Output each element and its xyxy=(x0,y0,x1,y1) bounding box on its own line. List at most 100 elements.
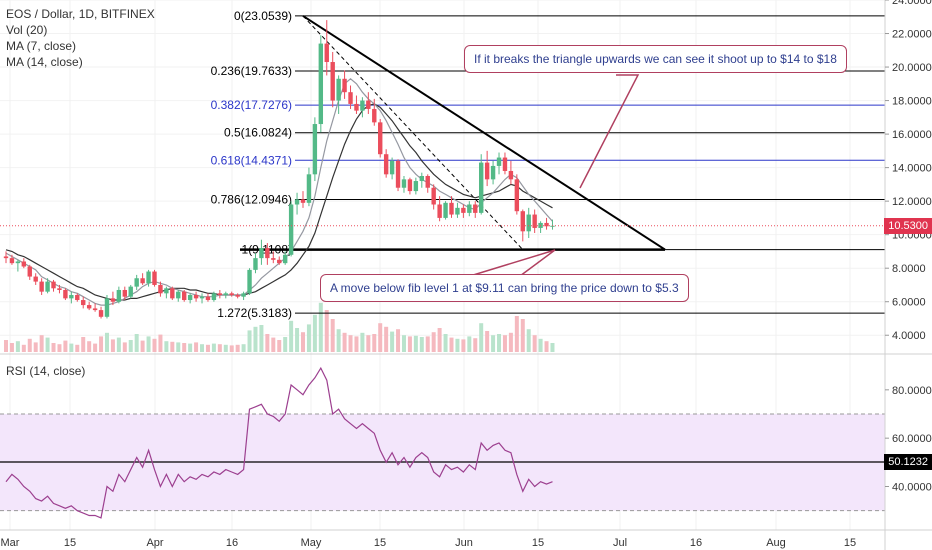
candle-body xyxy=(146,271,151,284)
volume-bar xyxy=(188,343,193,352)
candle-body xyxy=(514,179,520,212)
candle-body xyxy=(241,293,246,297)
volume-bar xyxy=(140,340,145,352)
candle-body xyxy=(176,291,181,299)
volume-bar xyxy=(81,337,86,352)
volume-bar xyxy=(4,340,8,352)
candle-body xyxy=(544,222,549,227)
rsi-legend: RSI (14, close) xyxy=(6,364,86,378)
volume-bar xyxy=(110,339,115,352)
candle-body xyxy=(199,296,205,299)
volume-bar xyxy=(431,332,436,352)
candle-body xyxy=(116,289,122,302)
volume-bar xyxy=(229,345,234,352)
volume-bar xyxy=(520,319,525,352)
candle-body xyxy=(413,181,419,192)
volume-bar xyxy=(211,343,216,352)
volume-bar xyxy=(449,337,454,352)
volume-bar xyxy=(467,336,472,352)
volume-bar xyxy=(152,338,157,352)
candle-body xyxy=(205,296,211,301)
candle-body xyxy=(235,295,240,297)
volume-bar xyxy=(182,343,187,352)
candle-body xyxy=(21,261,27,267)
callout-downside[interactable]: A move below fib level 1 at $9.11 can br… xyxy=(320,274,689,302)
volume-bar xyxy=(51,343,56,352)
chart-legend: EOS / Dollar, 1D, BITFINEX Vol (20) MA (… xyxy=(6,6,155,70)
candle-body xyxy=(98,310,104,317)
candle-body xyxy=(401,179,407,188)
volume-bar xyxy=(289,320,294,352)
candle-body xyxy=(330,62,335,101)
volume-bar xyxy=(508,332,513,352)
candle-body xyxy=(277,259,282,264)
volume-bar xyxy=(217,344,222,352)
candle-body xyxy=(247,269,252,294)
volume-bar xyxy=(366,335,371,352)
volume-bar xyxy=(200,344,205,352)
candle-body xyxy=(75,295,80,301)
candle-body xyxy=(104,298,110,317)
candle-body xyxy=(271,258,276,260)
candle-body xyxy=(490,165,496,180)
candle-body xyxy=(300,199,306,203)
candle-body xyxy=(496,157,502,166)
last-rsi-badge: 50.1232 xyxy=(884,454,932,471)
price-axis-label: 6.0000 xyxy=(892,297,926,309)
volume-bar xyxy=(301,332,305,352)
candle-body xyxy=(467,204,472,213)
fib-label: 1.272(5.3183) xyxy=(217,306,292,320)
callout-upside-pointer xyxy=(579,74,640,189)
time-axis-label: 15 xyxy=(844,537,856,549)
callout-upside[interactable]: If it breaks the triangle upwards we can… xyxy=(464,45,847,73)
volume-bar xyxy=(277,340,282,352)
volume-bar xyxy=(158,334,163,352)
candle-body xyxy=(140,278,145,284)
time-axis-label: 16 xyxy=(690,537,702,549)
candle-body xyxy=(449,202,454,215)
candle-body xyxy=(336,78,341,101)
candle-body xyxy=(348,92,353,104)
candle-body xyxy=(265,248,270,259)
volume-bar xyxy=(526,329,531,352)
volume-bar xyxy=(312,314,317,352)
candle-body xyxy=(128,286,133,297)
candle-body xyxy=(484,162,490,180)
volume-bar xyxy=(378,323,383,352)
volume-bar xyxy=(324,310,329,352)
candle-body xyxy=(342,78,347,93)
candle-body xyxy=(532,214,537,228)
candle-body xyxy=(39,281,44,292)
volume-bar xyxy=(223,344,228,352)
candle-body xyxy=(253,258,258,270)
volume-bar xyxy=(265,334,270,352)
volume-bar xyxy=(473,338,478,352)
volume-bar xyxy=(336,329,341,352)
candle-body xyxy=(229,293,234,296)
price-axis-label: 20.0000 xyxy=(892,62,932,74)
candle-body xyxy=(69,295,74,299)
volume-bar xyxy=(461,339,466,352)
time-axis-label: Mar xyxy=(1,537,20,549)
candle-body xyxy=(455,207,460,215)
volume-bar xyxy=(122,342,127,352)
volume-bar xyxy=(544,341,549,352)
time-axis-label: 15 xyxy=(532,537,544,549)
volume-bar xyxy=(87,341,92,352)
volume-bar xyxy=(372,334,377,352)
volume-bar xyxy=(497,334,502,352)
volume-bar xyxy=(128,340,133,352)
candle-body xyxy=(158,284,163,294)
price-axis-label: 22.0000 xyxy=(892,29,932,41)
volume-bar xyxy=(205,344,210,352)
candle-body xyxy=(360,100,365,111)
candle-body xyxy=(33,276,38,282)
volume-bar xyxy=(318,302,323,352)
candle-body xyxy=(508,170,514,180)
volume-bar xyxy=(33,342,38,352)
time-axis-label: Apr xyxy=(146,537,163,549)
candle-body xyxy=(211,293,217,301)
ma14-legend: MA (14, close) xyxy=(6,55,83,69)
candle-body xyxy=(164,288,169,294)
candle-body xyxy=(51,281,56,289)
